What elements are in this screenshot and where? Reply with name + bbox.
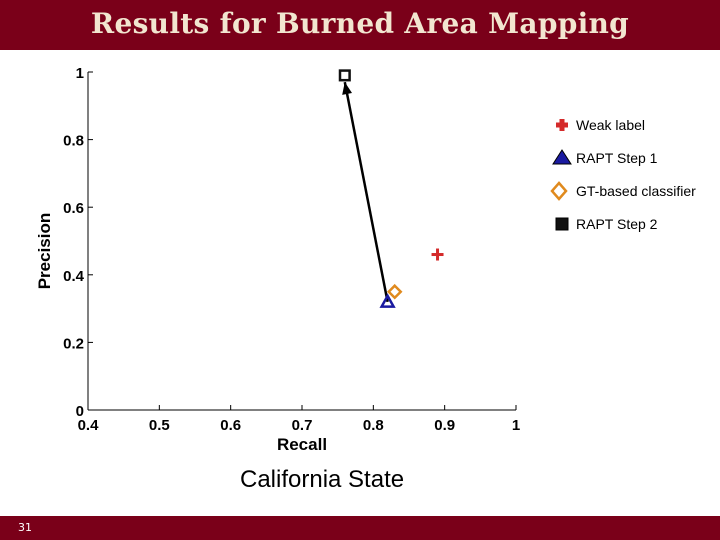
y-tick-label: 0 bbox=[76, 403, 84, 420]
legend-label: RAPT Step 1 bbox=[576, 150, 658, 166]
footer-bar: 31 bbox=[0, 516, 720, 540]
chart-ticks: 0.4 0.5 0.6 0.7 0.8 0.9 1 0 0.2 0.4 0.6 0.8 1 bbox=[63, 65, 520, 434]
slide-number: 31 bbox=[18, 521, 32, 534]
slide-title: Results for Burned Area Mapping bbox=[90, 7, 630, 40]
y-tick-label: 0.6 bbox=[63, 200, 84, 217]
data-point-triangle bbox=[379, 293, 396, 308]
y-tick-label: 0.8 bbox=[63, 133, 84, 150]
x-tick-label: 0.7 bbox=[292, 417, 313, 434]
x-tick-label: 0.9 bbox=[434, 417, 455, 434]
data-point-plus bbox=[431, 248, 444, 261]
legend-label: GT-based classifier bbox=[576, 183, 696, 199]
legend-marker-square bbox=[555, 217, 569, 231]
trend-arrow-line bbox=[343, 81, 389, 303]
y-axis-label: Precision bbox=[35, 213, 54, 290]
data-point-square bbox=[338, 69, 351, 82]
x-tick-label: 0.6 bbox=[220, 417, 241, 434]
legend-marker-diamond bbox=[550, 181, 568, 201]
chart-legend: Weak label RAPT Step 1 GT-based classifier… bbox=[550, 117, 696, 232]
y-tick-label: 1 bbox=[76, 65, 84, 82]
x-tick-label: 1 bbox=[512, 417, 520, 434]
chart-marks bbox=[338, 69, 444, 308]
legend-label: Weak label bbox=[576, 117, 645, 133]
legend-marker-plus bbox=[556, 119, 568, 131]
data-point-diamond bbox=[386, 283, 403, 300]
y-tick-label: 0.4 bbox=[63, 268, 85, 285]
x-tick-label: 0.8 bbox=[363, 417, 384, 434]
x-tick-label: 0.5 bbox=[149, 417, 170, 434]
y-tick-label: 0.2 bbox=[63, 335, 84, 352]
trend-arrow-head bbox=[342, 82, 353, 95]
x-tick-label: 0.4 bbox=[78, 417, 100, 434]
title-bar: Results for Burned Area Mapping bbox=[0, 0, 720, 50]
legend-marker-triangle bbox=[552, 149, 572, 165]
scatter-chart: 0.4 0.5 0.6 0.7 0.8 0.9 1 0 0.2 0.4 0.6 0.8 1 Recall… bbox=[35, 65, 696, 454]
chart-caption: California State bbox=[240, 466, 405, 493]
x-axis-label: Recall bbox=[277, 435, 327, 454]
legend-label: RAPT Step 2 bbox=[576, 216, 658, 232]
chart-axes bbox=[87, 72, 516, 411]
